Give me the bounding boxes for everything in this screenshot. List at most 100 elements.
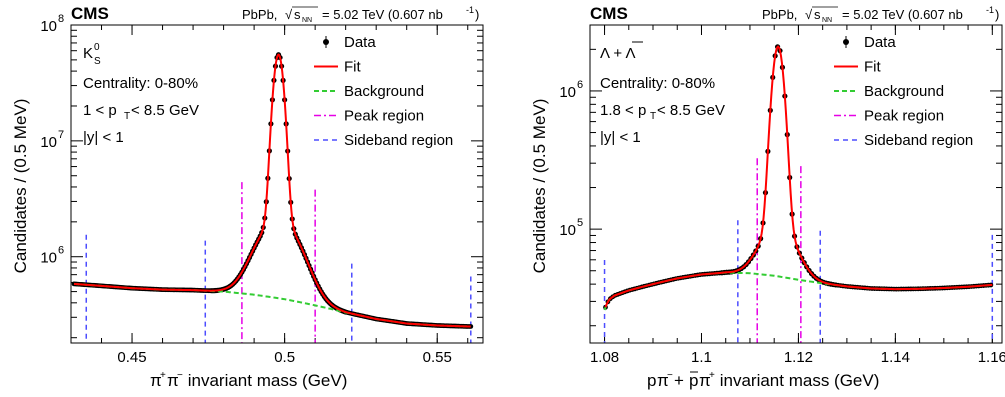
rapidity-label: |y| < 1 — [83, 129, 124, 146]
header-system: PbPb, — [242, 7, 277, 22]
legend-label: Peak region — [344, 108, 424, 125]
y-axis-label: Candidates / (0.5 MeV) — [530, 99, 549, 274]
svg-text:p: p — [689, 371, 698, 390]
svg-text:π: π — [657, 371, 669, 390]
svg-text:1 < p: 1 < p — [83, 102, 117, 119]
y-tick-exponent: 5 — [577, 217, 583, 229]
svg-text:+: + — [160, 370, 166, 381]
svg-text:invariant mass (GeV): invariant mass (GeV) — [715, 371, 879, 390]
header-system: PbPb, — [762, 7, 797, 22]
header-s: s — [294, 7, 301, 22]
svg-text:S: S — [94, 56, 101, 67]
x-tick-label: 0.5 — [274, 349, 295, 366]
header-close: ) — [475, 7, 479, 22]
fit-curve — [73, 53, 471, 328]
svg-text:1.8 < p: 1.8 < p — [600, 102, 646, 119]
plot-frame — [589, 24, 1003, 344]
svg-text:T: T — [124, 111, 130, 122]
legend-label: Background — [344, 83, 424, 100]
svg-text:T: T — [650, 111, 656, 122]
collision-header: PbPb, √ s NN = 5.02 TeV (0.607 nb -1 ) — [242, 5, 479, 24]
legend-entry: Fit — [834, 59, 881, 76]
y-tick-exponent: 7 — [58, 129, 64, 141]
legend: Data Fit Background Peak region Sideband reg… — [314, 34, 453, 149]
sqrt-symbol: √ — [805, 7, 813, 22]
svg-text:p: p — [647, 371, 656, 390]
header-sup: -1 — [986, 5, 994, 15]
header-sqrt-sub: NN — [822, 17, 832, 24]
experiment-label: CMS — [71, 4, 109, 23]
legend-entry: Peak region — [834, 108, 944, 125]
legend-label: Peak region — [864, 108, 944, 125]
background-curve — [603, 271, 993, 311]
legend-label: Sideband region — [344, 132, 453, 149]
x-axis-label: p π − + p π + invariant mass (GeV) — [647, 370, 879, 390]
svg-text:π: π — [150, 371, 162, 390]
legend-entry: Data — [323, 34, 376, 51]
pt-range-label: 1 < p T < 8.5 GeV — [83, 102, 199, 122]
centrality-label: Centrality: 0-80% — [83, 75, 198, 92]
rapidity-label: |y| < 1 — [600, 129, 641, 146]
svg-text:−: − — [177, 370, 183, 381]
experiment-label: CMS — [590, 4, 628, 23]
plot-frame — [70, 24, 484, 344]
svg-text:+: + — [709, 370, 715, 381]
svg-text:K: K — [83, 45, 93, 62]
y-tick-label: 10 — [40, 18, 57, 35]
header-close: ) — [995, 7, 999, 22]
x-tick-label: 0.55 — [423, 349, 452, 366]
y-tick-exponent: 6 — [577, 79, 583, 91]
y-axis-label: Candidates / (0.5 MeV) — [11, 99, 30, 274]
y-tick-label: 10 — [559, 222, 576, 239]
collision-header: PbPb, √ s NN = 5.02 TeV (0.607 nb -1 ) — [762, 5, 999, 24]
y-tick-label: 10 — [40, 250, 57, 267]
header-sup: -1 — [466, 5, 474, 15]
legend-entry: Peak region — [314, 108, 424, 125]
y-tick-exponent: 6 — [58, 245, 64, 257]
sqrt-symbol: √ — [285, 7, 293, 22]
x-tick-label: 1.12 — [784, 349, 813, 366]
svg-text:π: π — [699, 371, 711, 390]
legend-label: Data — [344, 34, 376, 51]
x-tick-label: 1.16 — [978, 349, 1005, 366]
x-axis-label: π + π − invariant mass (GeV) — [150, 370, 347, 390]
legend-label: Background — [864, 83, 944, 100]
legend-label: Fit — [344, 59, 361, 76]
y-tick-exponent: 8 — [58, 13, 64, 25]
header-energy: = 5.02 TeV (0.607 nb — [322, 7, 443, 22]
svg-text:−: − — [667, 370, 673, 381]
x-tick-label: 1.08 — [590, 349, 619, 366]
right-panel: CMS PbPb, √ s NN = 5.02 TeV (0.607 nb -1… — [530, 4, 1005, 390]
legend: Data Fit Background Peak region Sideband reg… — [834, 34, 973, 149]
fit-curve — [604, 45, 993, 308]
x-tick-label: 1.14 — [881, 349, 910, 366]
data-point — [468, 324, 474, 329]
svg-text:Λ + Λ: Λ + Λ — [600, 45, 635, 62]
y-tick-label: 10 — [559, 84, 576, 101]
svg-text:π: π — [167, 371, 179, 390]
legend-entry: Fit — [314, 59, 361, 76]
header-sqrt-sub: NN — [302, 17, 312, 24]
centrality-label: Centrality: 0-80% — [600, 75, 715, 92]
legend-entry: Background — [834, 83, 944, 100]
left-panel: CMS PbPb, √ s NN = 5.02 TeV (0.607 nb -1… — [11, 4, 484, 390]
y-tick-label: 10 — [40, 134, 57, 151]
header-energy: = 5.02 TeV (0.607 nb — [842, 7, 963, 22]
pt-range-label: 1.8 < p T < 8.5 GeV — [600, 102, 725, 122]
legend-label: Data — [864, 34, 896, 51]
x-tick-label: 0.45 — [117, 349, 146, 366]
legend-label: Sideband region — [864, 132, 973, 149]
svg-text:+: + — [674, 371, 689, 390]
legend-entry: Sideband region — [314, 132, 453, 149]
particle-label-lambda: Λ + Λ — [600, 41, 643, 62]
svg-text:0: 0 — [94, 42, 100, 53]
svg-text:invariant mass (GeV): invariant mass (GeV) — [183, 371, 347, 390]
particle-label-kshort: K 0 S — [83, 42, 101, 67]
svg-text:< 8.5 GeV: < 8.5 GeV — [657, 102, 725, 119]
x-tick-label: 1.1 — [691, 349, 712, 366]
svg-text:< 8.5 GeV: < 8.5 GeV — [131, 102, 199, 119]
legend-entry: Data — [843, 34, 896, 51]
